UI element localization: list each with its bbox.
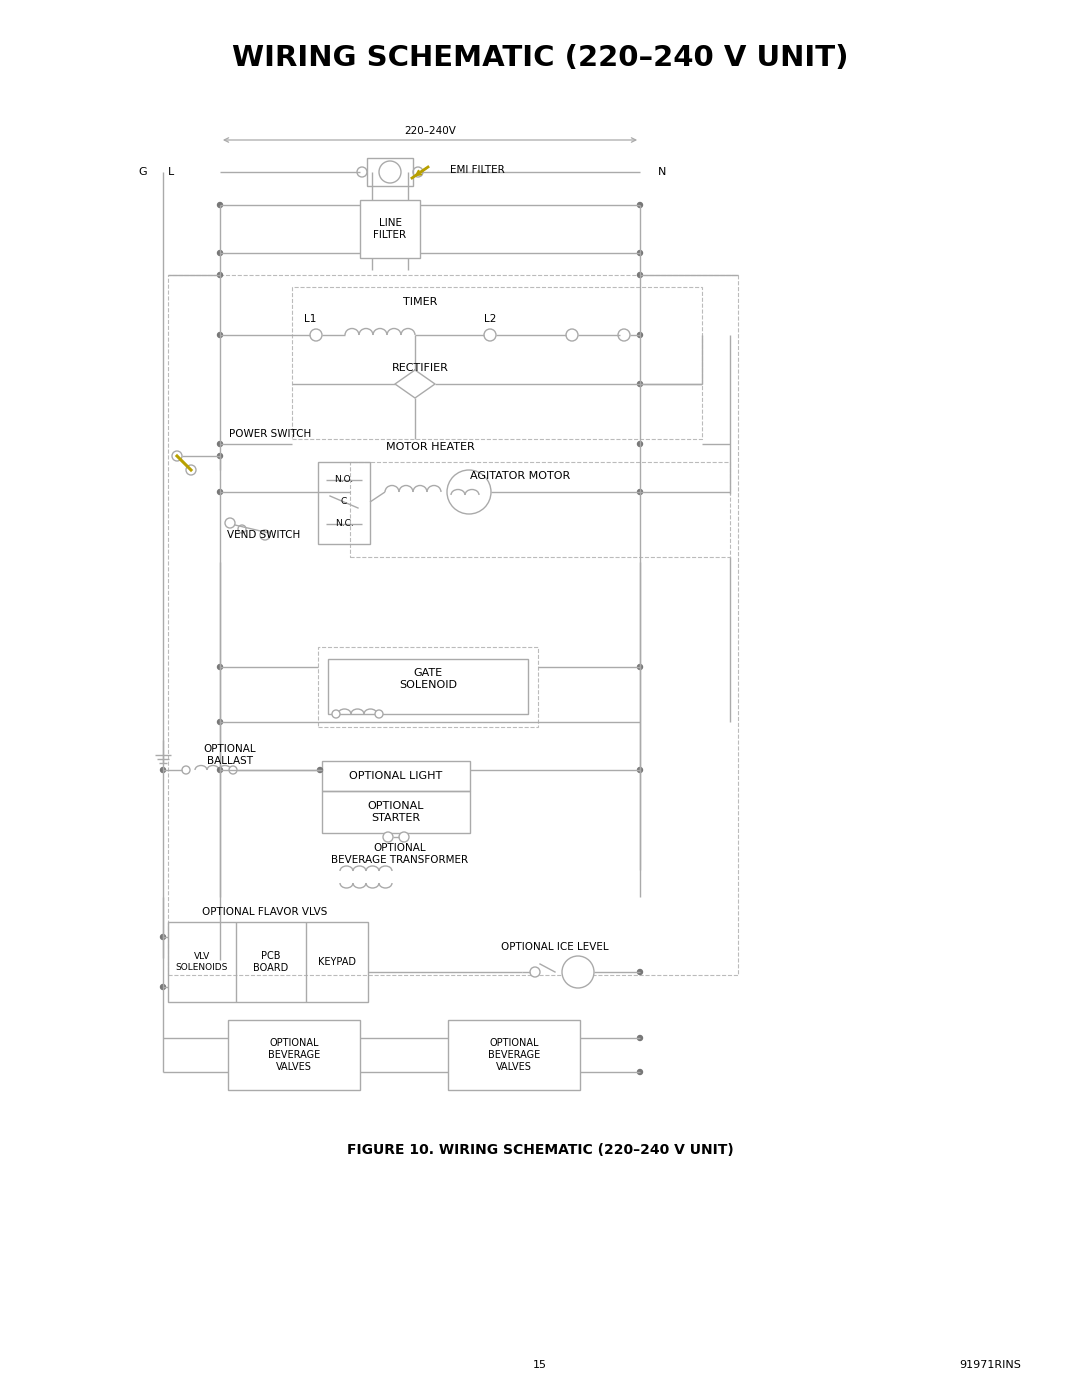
Bar <box>168 922 368 1002</box>
Bar <box>322 761 470 791</box>
Circle shape <box>637 332 643 338</box>
Circle shape <box>332 710 340 718</box>
Text: FIGURE 10. WIRING SCHEMATIC (220–240 V UNIT): FIGURE 10. WIRING SCHEMATIC (220–240 V U… <box>347 1143 733 1157</box>
Bar <box>350 462 730 557</box>
Bar <box>328 659 528 714</box>
Text: OPTIONAL LIGHT: OPTIONAL LIGHT <box>349 771 443 781</box>
Circle shape <box>217 719 222 725</box>
Circle shape <box>186 465 195 475</box>
Text: VEND SWITCH: VEND SWITCH <box>228 529 300 541</box>
Text: LINE
FILTER: LINE FILTER <box>374 218 406 240</box>
Circle shape <box>637 381 643 387</box>
Text: L1: L1 <box>303 314 316 324</box>
Circle shape <box>637 665 643 669</box>
Text: TIMER: TIMER <box>403 298 437 307</box>
Text: 15: 15 <box>534 1361 546 1370</box>
Circle shape <box>229 766 237 774</box>
Circle shape <box>217 665 222 669</box>
Text: OPTIONAL
BALLAST: OPTIONAL BALLAST <box>204 745 256 766</box>
Bar <box>322 791 470 833</box>
Circle shape <box>618 330 630 341</box>
Circle shape <box>530 967 540 977</box>
Circle shape <box>379 161 401 183</box>
Circle shape <box>161 985 165 989</box>
Circle shape <box>217 489 222 495</box>
Bar <box>318 462 370 543</box>
Circle shape <box>637 767 643 773</box>
Circle shape <box>562 956 594 988</box>
Text: OPTIONAL FLAVOR VLVS: OPTIONAL FLAVOR VLVS <box>202 907 327 916</box>
Circle shape <box>637 250 643 256</box>
Circle shape <box>217 272 222 278</box>
Text: G: G <box>138 168 147 177</box>
Text: AGITATOR MOTOR: AGITATOR MOTOR <box>470 471 570 481</box>
Text: OPTIONAL
BEVERAGE
VALVES: OPTIONAL BEVERAGE VALVES <box>268 1038 320 1071</box>
Circle shape <box>217 767 222 773</box>
Circle shape <box>217 441 222 447</box>
Circle shape <box>484 330 496 341</box>
Text: MOTOR HEATER: MOTOR HEATER <box>386 441 474 453</box>
Bar <box>448 1020 580 1090</box>
Circle shape <box>310 330 322 341</box>
Circle shape <box>217 203 222 208</box>
Circle shape <box>447 469 491 514</box>
Text: 91971RINS: 91971RINS <box>959 1361 1021 1370</box>
Circle shape <box>566 330 578 341</box>
Circle shape <box>217 332 222 338</box>
Text: 220–240V: 220–240V <box>404 126 456 136</box>
Circle shape <box>413 168 423 177</box>
Text: N.O.: N.O. <box>335 475 353 485</box>
Text: GATE
SOLENOID: GATE SOLENOID <box>399 668 457 690</box>
Text: RECTIFIER: RECTIFIER <box>392 363 448 373</box>
Text: POWER SWITCH: POWER SWITCH <box>229 429 311 439</box>
Text: N.C.: N.C. <box>335 520 353 528</box>
Circle shape <box>260 529 270 541</box>
Bar <box>318 647 538 726</box>
Circle shape <box>375 710 383 718</box>
Circle shape <box>637 272 643 278</box>
Text: OPTIONAL
BEVERAGE
VALVES: OPTIONAL BEVERAGE VALVES <box>488 1038 540 1071</box>
Circle shape <box>161 767 165 773</box>
Text: OPTIONAL
STARTER: OPTIONAL STARTER <box>368 802 424 823</box>
Circle shape <box>161 935 165 940</box>
Text: WIRING SCHEMATIC (220–240 V UNIT): WIRING SCHEMATIC (220–240 V UNIT) <box>232 43 848 73</box>
Circle shape <box>225 518 235 528</box>
Bar <box>228 1020 360 1090</box>
Circle shape <box>238 525 246 534</box>
Circle shape <box>637 203 643 208</box>
Circle shape <box>637 1070 643 1074</box>
Circle shape <box>383 833 393 842</box>
Circle shape <box>637 970 643 975</box>
Circle shape <box>357 168 367 177</box>
Text: OPTIONAL ICE LEVEL: OPTIONAL ICE LEVEL <box>501 942 609 951</box>
Text: N: N <box>658 168 666 177</box>
Circle shape <box>637 441 643 447</box>
Circle shape <box>183 766 190 774</box>
Text: L2: L2 <box>484 314 496 324</box>
Bar <box>360 200 420 258</box>
Circle shape <box>172 451 183 461</box>
Circle shape <box>637 1035 643 1041</box>
Circle shape <box>637 489 643 495</box>
Bar <box>292 286 702 439</box>
Text: C: C <box>341 497 347 507</box>
Circle shape <box>318 767 323 773</box>
Text: L: L <box>168 168 174 177</box>
Bar <box>168 275 738 975</box>
Text: PCB
BOARD: PCB BOARD <box>254 951 288 972</box>
Text: KEYPAD: KEYPAD <box>318 957 356 967</box>
Circle shape <box>217 454 222 458</box>
Circle shape <box>399 833 409 842</box>
Text: EMI FILTER: EMI FILTER <box>450 165 504 175</box>
Text: VLV
SOLENOIDS: VLV SOLENOIDS <box>176 953 228 972</box>
Bar <box>367 158 413 186</box>
Text: OPTIONAL
BEVERAGE TRANSFORMER: OPTIONAL BEVERAGE TRANSFORMER <box>332 844 469 865</box>
Circle shape <box>217 250 222 256</box>
